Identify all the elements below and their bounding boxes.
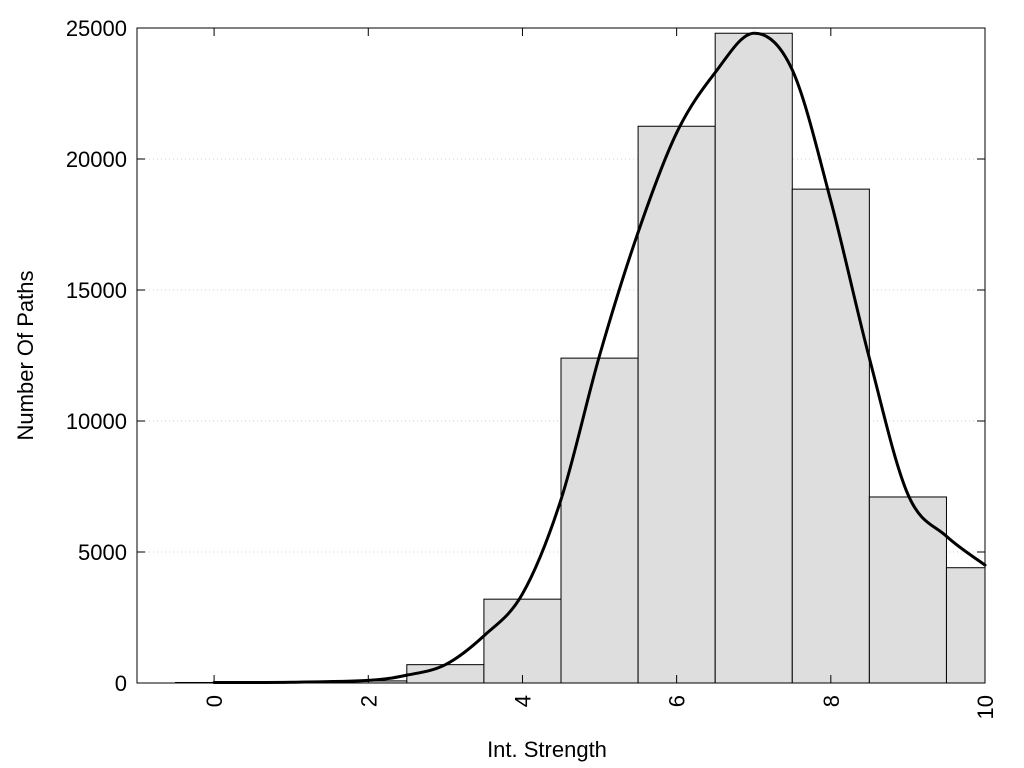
- y-tick-label-10000: 10000: [66, 409, 127, 434]
- x-tick-label-2: 2: [356, 695, 381, 707]
- y-tick-label-20000: 20000: [66, 147, 127, 172]
- y-axis-title: Number Of Paths: [13, 271, 38, 441]
- histogram-bar-5: [560, 357, 639, 684]
- axis-ticks: 0 5000 10000 15000 20000 25000 0 2 4 6 8 10: [66, 16, 998, 719]
- y-tick-label-25000: 25000: [66, 16, 127, 41]
- x-tick-label-8: 8: [819, 695, 844, 707]
- histogram-bar-8: [791, 188, 870, 684]
- histogram-bar-7: [714, 32, 793, 684]
- x-tick-label-0: 0: [202, 695, 227, 707]
- x-axis-title: Int. Strength: [487, 737, 607, 762]
- y-tick-label-5000: 5000: [78, 540, 127, 565]
- x-tick-label-4: 4: [510, 695, 535, 707]
- x-tick-label-10: 10: [973, 695, 998, 719]
- y-tick-label-15000: 15000: [66, 278, 127, 303]
- histogram-bar-9: [868, 496, 947, 684]
- x-tick-label-6: 6: [665, 695, 690, 707]
- y-tick-label-0: 0: [115, 671, 127, 696]
- histogram-bar-10: [945, 567, 986, 684]
- histogram-bars: [175, 32, 986, 684]
- plot-frame: [136, 27, 986, 684]
- histogram-bar-6: [637, 125, 716, 684]
- density-curve: [212, 31, 987, 684]
- density-curve-layer: [212, 31, 987, 684]
- histogram-bar-4: [483, 598, 562, 684]
